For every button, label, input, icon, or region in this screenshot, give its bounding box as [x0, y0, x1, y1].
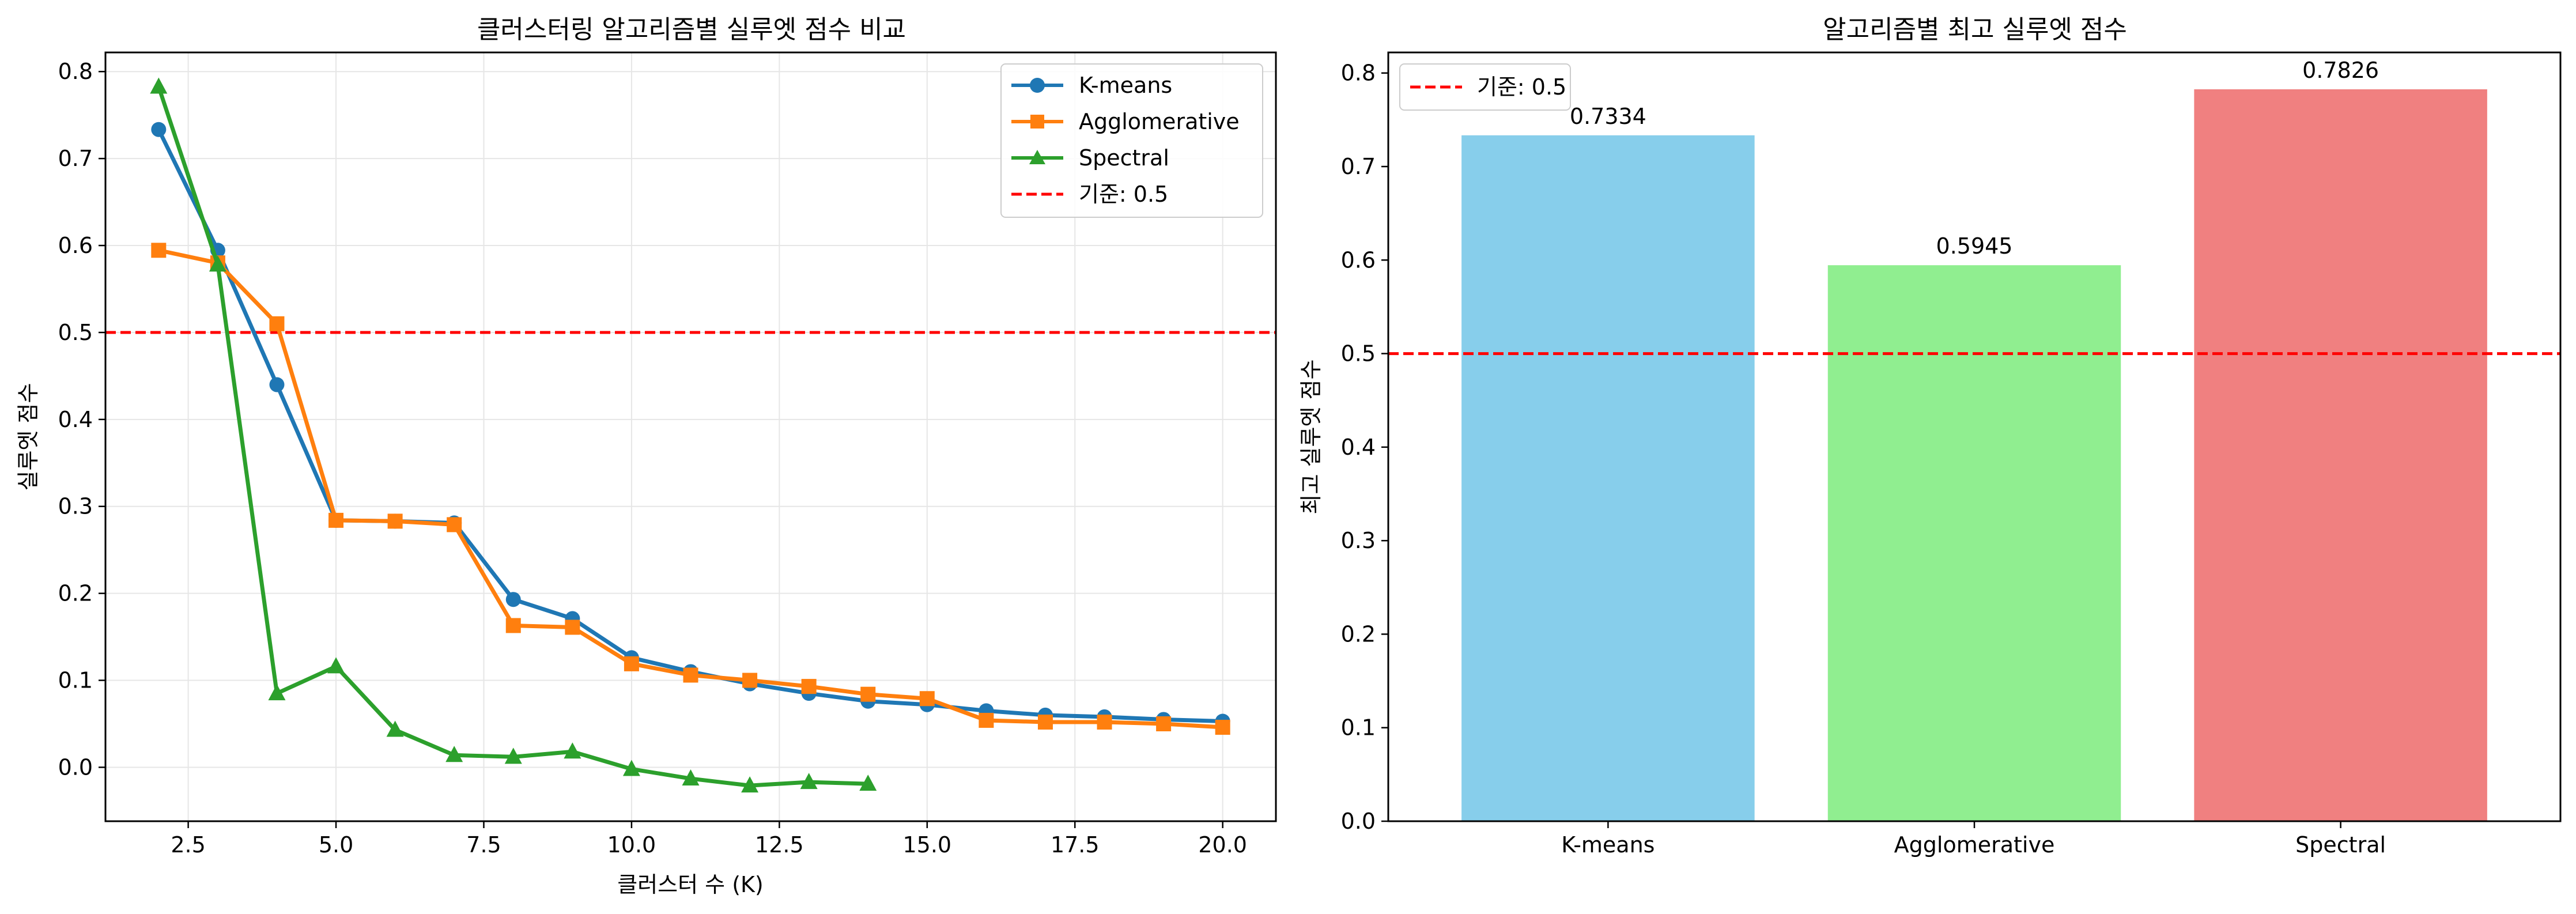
- y-tick-label: 0.0: [58, 754, 93, 780]
- data-point-spectral: [268, 684, 286, 701]
- y-tick-label: 0.4: [1341, 435, 1376, 460]
- data-point-spectral: [800, 773, 818, 790]
- bar-k-means: [1461, 135, 1755, 821]
- line-chart-series: [150, 77, 1230, 793]
- data-point-agglomerative: [801, 679, 817, 694]
- bar-value-label-k-means: 0.7334: [1570, 104, 1646, 129]
- legend-frame: [1000, 63, 1263, 218]
- data-point-agglomerative: [1037, 714, 1053, 730]
- data-point-k-means: [151, 122, 167, 137]
- data-point-spectral: [150, 77, 168, 94]
- data-point-agglomerative: [742, 673, 758, 688]
- bar-chart-title: 알고리즘별 최고 실루엣 점수: [1823, 15, 2127, 44]
- y-tick-label: 0.6: [58, 233, 93, 258]
- legend-label-spectral: Spectral: [1079, 145, 1169, 171]
- bar-chart-bars: [1461, 89, 2487, 822]
- line-chart: 클러스터링 알고리즘별 실루엣 점수 비교 2.5 5.0 7.5 10.0 12.5 1…: [16, 15, 1277, 897]
- data-point-agglomerative: [860, 686, 876, 702]
- data-point-spectral: [504, 747, 522, 764]
- x-tick-label: 10.0: [607, 832, 656, 858]
- bar-chart-legend: 기준: 0.5: [1399, 63, 1571, 111]
- y-tick-label: 0.6: [1341, 247, 1376, 273]
- data-point-agglomerative: [1156, 716, 1172, 731]
- y-tick-label: 0.5: [1341, 341, 1376, 367]
- y-tick-label: 0.3: [58, 494, 93, 519]
- legend-label-threshold: 기준: 0.5: [1079, 182, 1168, 207]
- data-point-spectral: [564, 742, 581, 759]
- data-point-agglomerative: [1097, 714, 1112, 730]
- bar-chart-x-ticks: K-means Agglomerative Spectral: [1561, 821, 2386, 858]
- data-point-spectral: [682, 769, 700, 786]
- data-point-k-means: [505, 592, 521, 607]
- data-point-agglomerative: [683, 667, 698, 683]
- y-tick-label: 0.3: [1341, 528, 1376, 553]
- data-point-agglomerative: [151, 243, 167, 258]
- bar-chart-value-labels: 0.7334 0.5945 0.7826: [1570, 58, 2379, 259]
- legend-label-kmeans: K-means: [1079, 73, 1172, 98]
- data-point-agglomerative: [447, 517, 462, 532]
- data-point-spectral: [386, 720, 404, 737]
- data-point-agglomerative: [269, 316, 285, 331]
- data-point-agglomerative: [328, 512, 344, 528]
- y-tick-label: 0.5: [58, 320, 93, 345]
- line-chart-x-ticks: 2.5 5.0 7.5 10.0 12.5 15.0 17.5 20.0: [171, 821, 1247, 858]
- legend-label-threshold: 기준: 0.5: [1477, 74, 1566, 100]
- data-point-agglomerative: [565, 620, 580, 635]
- bar-chart-y-label: 최고 실루엣 점수: [1298, 360, 1324, 515]
- y-tick-label: 0.8: [1341, 61, 1376, 86]
- y-tick-label: 0.7: [58, 146, 93, 171]
- x-tick-label: Agglomerative: [1894, 832, 2055, 858]
- data-point-agglomerative: [979, 712, 994, 728]
- y-tick-label: 0.2: [58, 581, 93, 606]
- y-tick-label: 0.1: [1341, 715, 1376, 741]
- y-tick-label: 0.8: [58, 59, 93, 84]
- x-tick-label: 7.5: [466, 832, 501, 858]
- legend-marker-kmeans: [1030, 78, 1045, 93]
- bar-spectral: [2194, 89, 2487, 821]
- y-tick-label: 0.7: [1341, 154, 1376, 179]
- data-point-agglomerative: [919, 691, 935, 707]
- data-point-spectral: [859, 775, 877, 791]
- data-point-agglomerative: [1215, 720, 1230, 735]
- legend-frame: [1399, 63, 1571, 111]
- bar-chart-y-ticks: 0.0 0.1 0.2 0.3 0.4 0.5 0.6 0.7 0.8: [1341, 61, 1388, 834]
- y-tick-label: 0.0: [1341, 809, 1376, 834]
- data-point-agglomerative: [624, 656, 639, 671]
- line-chart-plot-frame: [104, 51, 1277, 822]
- bar-agglomerative: [1827, 265, 2121, 822]
- line-chart-y-ticks: 0.0 0.1 0.2 0.3 0.4 0.5 0.6 0.7 0.8: [58, 59, 105, 780]
- line-chart-title: 클러스터링 알고리즘별 실루엣 점수 비교: [477, 15, 906, 44]
- bar-value-label-agglomerative: 0.5945: [1936, 233, 2013, 259]
- x-tick-label: K-means: [1561, 832, 1655, 858]
- data-point-spectral: [445, 746, 463, 762]
- data-point-spectral: [327, 657, 345, 674]
- series-agglomerative: [151, 243, 1230, 735]
- legend-marker-spectral: [1029, 150, 1045, 164]
- x-tick-label: 17.5: [1051, 832, 1100, 858]
- x-tick-label: 20.0: [1198, 832, 1247, 858]
- x-tick-label: 12.5: [755, 832, 804, 858]
- x-tick-label: 2.5: [171, 832, 205, 858]
- legend-label-agglomerative: Agglomerative: [1079, 109, 1240, 134]
- x-tick-label: 5.0: [319, 832, 353, 858]
- data-point-agglomerative: [505, 618, 521, 633]
- series-spectral: [150, 77, 877, 793]
- data-point-agglomerative: [387, 513, 403, 529]
- line-chart-x-label: 클러스터 수 (K): [617, 872, 764, 897]
- data-point-spectral: [209, 255, 226, 272]
- y-tick-label: 0.1: [58, 668, 93, 693]
- x-tick-label: 15.0: [902, 832, 951, 858]
- y-tick-label: 0.2: [1341, 621, 1376, 647]
- bar-value-label-spectral: 0.7826: [2302, 58, 2379, 83]
- y-tick-label: 0.4: [58, 407, 93, 432]
- bar-chart: 알고리즘별 최고 실루엣 점수 0.7334 0.5945 0.7826 K-mea…: [1298, 15, 2562, 858]
- legend-marker-agglomerative: [1030, 115, 1044, 129]
- data-point-spectral: [622, 760, 640, 776]
- x-tick-label: Spectral: [2295, 832, 2386, 858]
- data-point-spectral: [741, 776, 759, 793]
- line-chart-legend: K-means Agglomerative Spectral 기준: 0.5: [1000, 63, 1263, 218]
- line-chart-y-label: 실루엣 점수: [16, 383, 41, 491]
- data-point-k-means: [269, 377, 285, 392]
